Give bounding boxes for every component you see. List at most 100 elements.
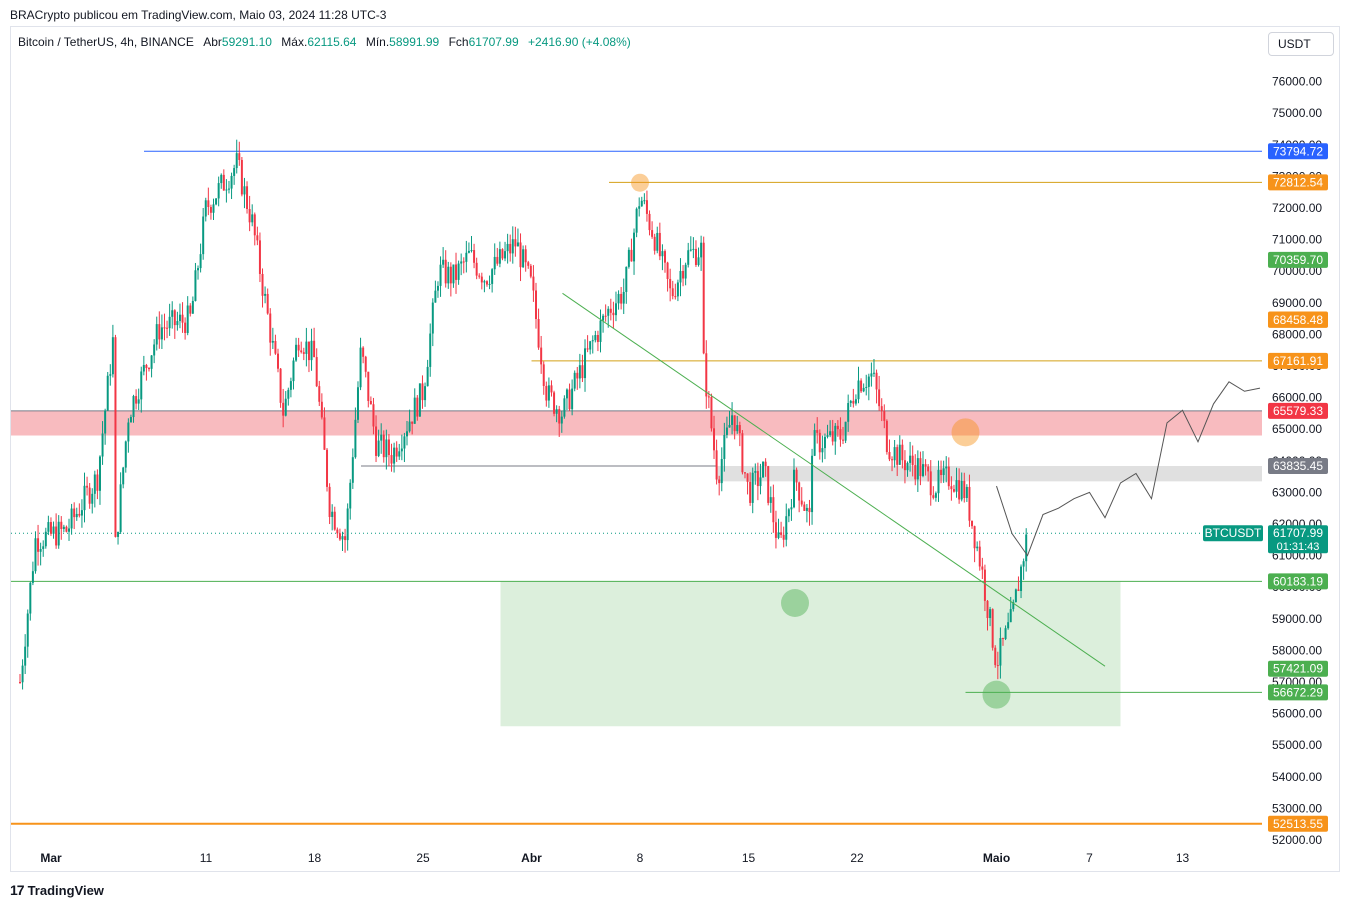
- candle-body: [958, 480, 961, 500]
- candle-body: [664, 251, 666, 263]
- candle-body: [565, 389, 568, 399]
- candle-body: [506, 243, 509, 252]
- candle-body: [318, 386, 321, 402]
- candle-body: [550, 385, 553, 393]
- candle-body: [927, 466, 930, 472]
- candle-body: [798, 482, 801, 501]
- candle-body: [519, 242, 522, 268]
- candle-body: [75, 513, 78, 518]
- candle-body: [1017, 589, 1020, 592]
- candle-body: [163, 327, 166, 329]
- candle-body: [656, 232, 659, 251]
- candle-body: [576, 372, 579, 379]
- candle-body: [978, 546, 981, 567]
- price-label-text: 61707.99: [1273, 526, 1323, 540]
- candle-body: [630, 249, 633, 262]
- candle-body: [805, 507, 808, 511]
- x-tick-label: 15: [742, 851, 756, 865]
- candle-body: [55, 526, 58, 546]
- y-tick-label: 59000.00: [1272, 612, 1322, 626]
- currency-button[interactable]: USDT: [1268, 32, 1334, 56]
- candle-body: [449, 266, 452, 284]
- candle-body: [173, 310, 176, 326]
- candle-body: [142, 365, 145, 372]
- candle-body: [78, 513, 81, 516]
- candle-body: [986, 600, 989, 619]
- candle-body: [480, 276, 483, 283]
- candle-body: [240, 159, 243, 195]
- candle-body: [331, 511, 334, 517]
- price-chart[interactable]: 52000.00 53000.00 54000.00 55000.00 56000.00…: [0, 0, 1350, 880]
- price-label-tag: [1268, 573, 1328, 590]
- price-label-tag: [1268, 525, 1328, 554]
- candle-body: [875, 372, 878, 390]
- candle-body: [416, 397, 419, 417]
- candle-body: [436, 285, 439, 291]
- candle-body: [524, 249, 527, 263]
- candle-body: [774, 522, 777, 538]
- candle-body: [878, 389, 881, 407]
- candle-body: [429, 333, 432, 367]
- candle-body: [375, 426, 378, 456]
- candle-body: [991, 609, 994, 648]
- candle-body: [612, 312, 615, 316]
- candle-body: [514, 239, 517, 247]
- tradingview-branding[interactable]: 17 TradingView: [10, 882, 104, 898]
- candle-body: [114, 337, 117, 537]
- candle-body: [803, 504, 806, 511]
- x-tick-label: 18: [308, 851, 322, 865]
- candle-body: [898, 444, 901, 465]
- candle-body: [498, 249, 501, 264]
- candle-body: [720, 458, 723, 484]
- candle-body: [367, 371, 370, 401]
- candle-body: [225, 189, 228, 191]
- candle-body: [787, 509, 790, 517]
- price-label-tag: [1268, 457, 1328, 474]
- price-label-text: 72812.54: [1273, 175, 1323, 189]
- candle-body: [651, 230, 654, 237]
- candle-body: [251, 214, 254, 223]
- candle-body: [614, 303, 617, 316]
- candle-body: [746, 473, 749, 482]
- candle-body: [769, 497, 772, 503]
- candle-body: [398, 451, 401, 457]
- candle-body: [800, 500, 803, 505]
- candle-body: [491, 269, 494, 284]
- candle-body: [320, 401, 323, 418]
- candle-body: [870, 373, 873, 377]
- candle-body: [385, 439, 388, 458]
- candle-body: [573, 372, 576, 389]
- candle-body: [199, 254, 202, 269]
- candle-body: [973, 526, 976, 549]
- candle-body: [220, 174, 223, 184]
- candle-body: [215, 198, 218, 205]
- candle-body: [150, 355, 153, 369]
- x-tick-label: Maio: [983, 851, 1010, 865]
- candle-body: [963, 480, 966, 498]
- candle-body: [65, 526, 68, 532]
- candle-body: [96, 474, 99, 491]
- candle-body: [68, 528, 71, 532]
- candle-body: [470, 250, 473, 252]
- candle-body: [511, 239, 514, 254]
- candle-body: [919, 458, 922, 477]
- candle-body: [473, 250, 476, 263]
- candle-body: [302, 352, 305, 354]
- candle-body: [999, 638, 1002, 666]
- candle-body: [80, 510, 83, 516]
- candle-body: [767, 466, 770, 503]
- candle-body: [393, 447, 396, 464]
- y-tick-label: 52000.00: [1272, 833, 1322, 847]
- candle-body: [584, 348, 587, 379]
- candle-body: [406, 431, 408, 437]
- candle-body: [516, 242, 519, 247]
- candle-body: [653, 236, 656, 251]
- y-tick-label: 66000.00: [1272, 391, 1322, 405]
- candle-body: [140, 371, 143, 400]
- candle-body: [811, 455, 814, 513]
- legend-symbol[interactable]: Bitcoin / TetherUS, 4h, BINANCE: [18, 35, 194, 49]
- candle-body: [622, 291, 625, 304]
- candle-body: [354, 419, 357, 458]
- candle-body: [891, 459, 894, 461]
- candle-body: [488, 283, 491, 285]
